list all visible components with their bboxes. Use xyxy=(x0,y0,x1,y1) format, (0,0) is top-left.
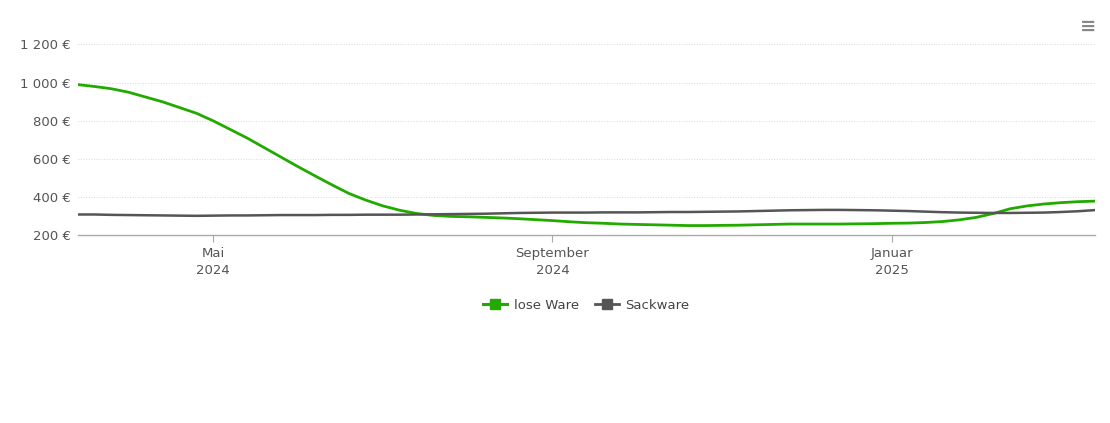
Legend: lose Ware, Sackware: lose Ware, Sackware xyxy=(478,294,695,317)
Text: ≡: ≡ xyxy=(1080,17,1097,36)
